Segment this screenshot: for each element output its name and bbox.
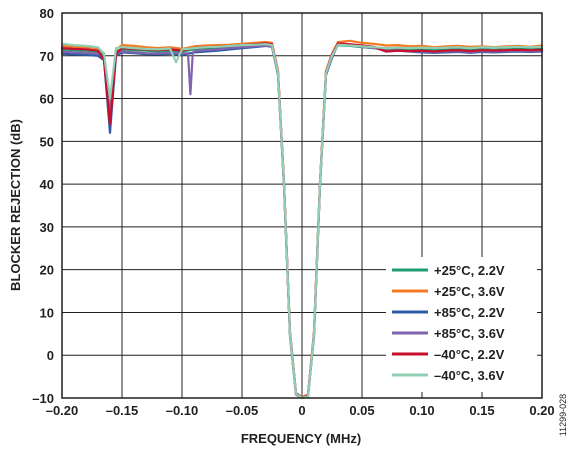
y-tick-label: –10 [32, 391, 54, 406]
plot-frame [61, 12, 543, 399]
legend: +25°C, 2.2V +25°C, 3.6V +85°C, 2.2V +85°C, … [386, 257, 537, 392]
y-tick-labels: –10 0 10 20 30 40 50 60 70 80 [32, 6, 54, 406]
legend-label: –40°C, 2.2V [434, 347, 505, 362]
figure-id: 11299-028 [558, 394, 568, 436]
legend-background [386, 257, 537, 392]
x-axis-title: FREQUENCY (MHz) [241, 431, 361, 446]
y-tick-label: 60 [40, 92, 54, 107]
series-lines [60, 39, 544, 400]
legend-label: +25°C, 3.6V [434, 284, 505, 299]
y-tick-label: 20 [40, 263, 54, 278]
series-line [60, 42, 544, 400]
legend-label: +25°C, 2.2V [434, 263, 505, 278]
y-tick-label: 40 [40, 177, 54, 192]
x-tick-label: –0.10 [166, 403, 199, 418]
x-tick-labels: –0.20 –0.15 –0.10 –0.05 0 0.05 0.10 0.15 0.20 [46, 403, 555, 418]
x-tick-label: –0.05 [226, 403, 259, 418]
legend-label: –40°C, 3.6V [434, 368, 505, 383]
legend-label: +85°C, 3.6V [434, 326, 505, 341]
y-axis-title: BLOCKER REJECTION (dB) [8, 119, 23, 291]
x-tick-label: 0 [298, 403, 305, 418]
x-tick-label: 0.10 [409, 403, 434, 418]
grid-lines [62, 13, 542, 398]
y-tick-label: 30 [40, 220, 54, 235]
y-tick-label: 0 [47, 348, 54, 363]
y-tick-label: 10 [40, 305, 54, 320]
y-tick-label: 70 [40, 49, 54, 64]
x-tick-label: 0.15 [469, 403, 494, 418]
legend-label: +85°C, 2.2V [434, 305, 505, 320]
x-tick-label: 0.20 [529, 403, 554, 418]
y-tick-label: 80 [40, 6, 54, 21]
x-tick-label: –0.15 [106, 403, 139, 418]
y-tick-label: 50 [40, 134, 54, 149]
x-tick-label: 0.05 [349, 403, 374, 418]
x-tick-label: –0.20 [46, 403, 79, 418]
